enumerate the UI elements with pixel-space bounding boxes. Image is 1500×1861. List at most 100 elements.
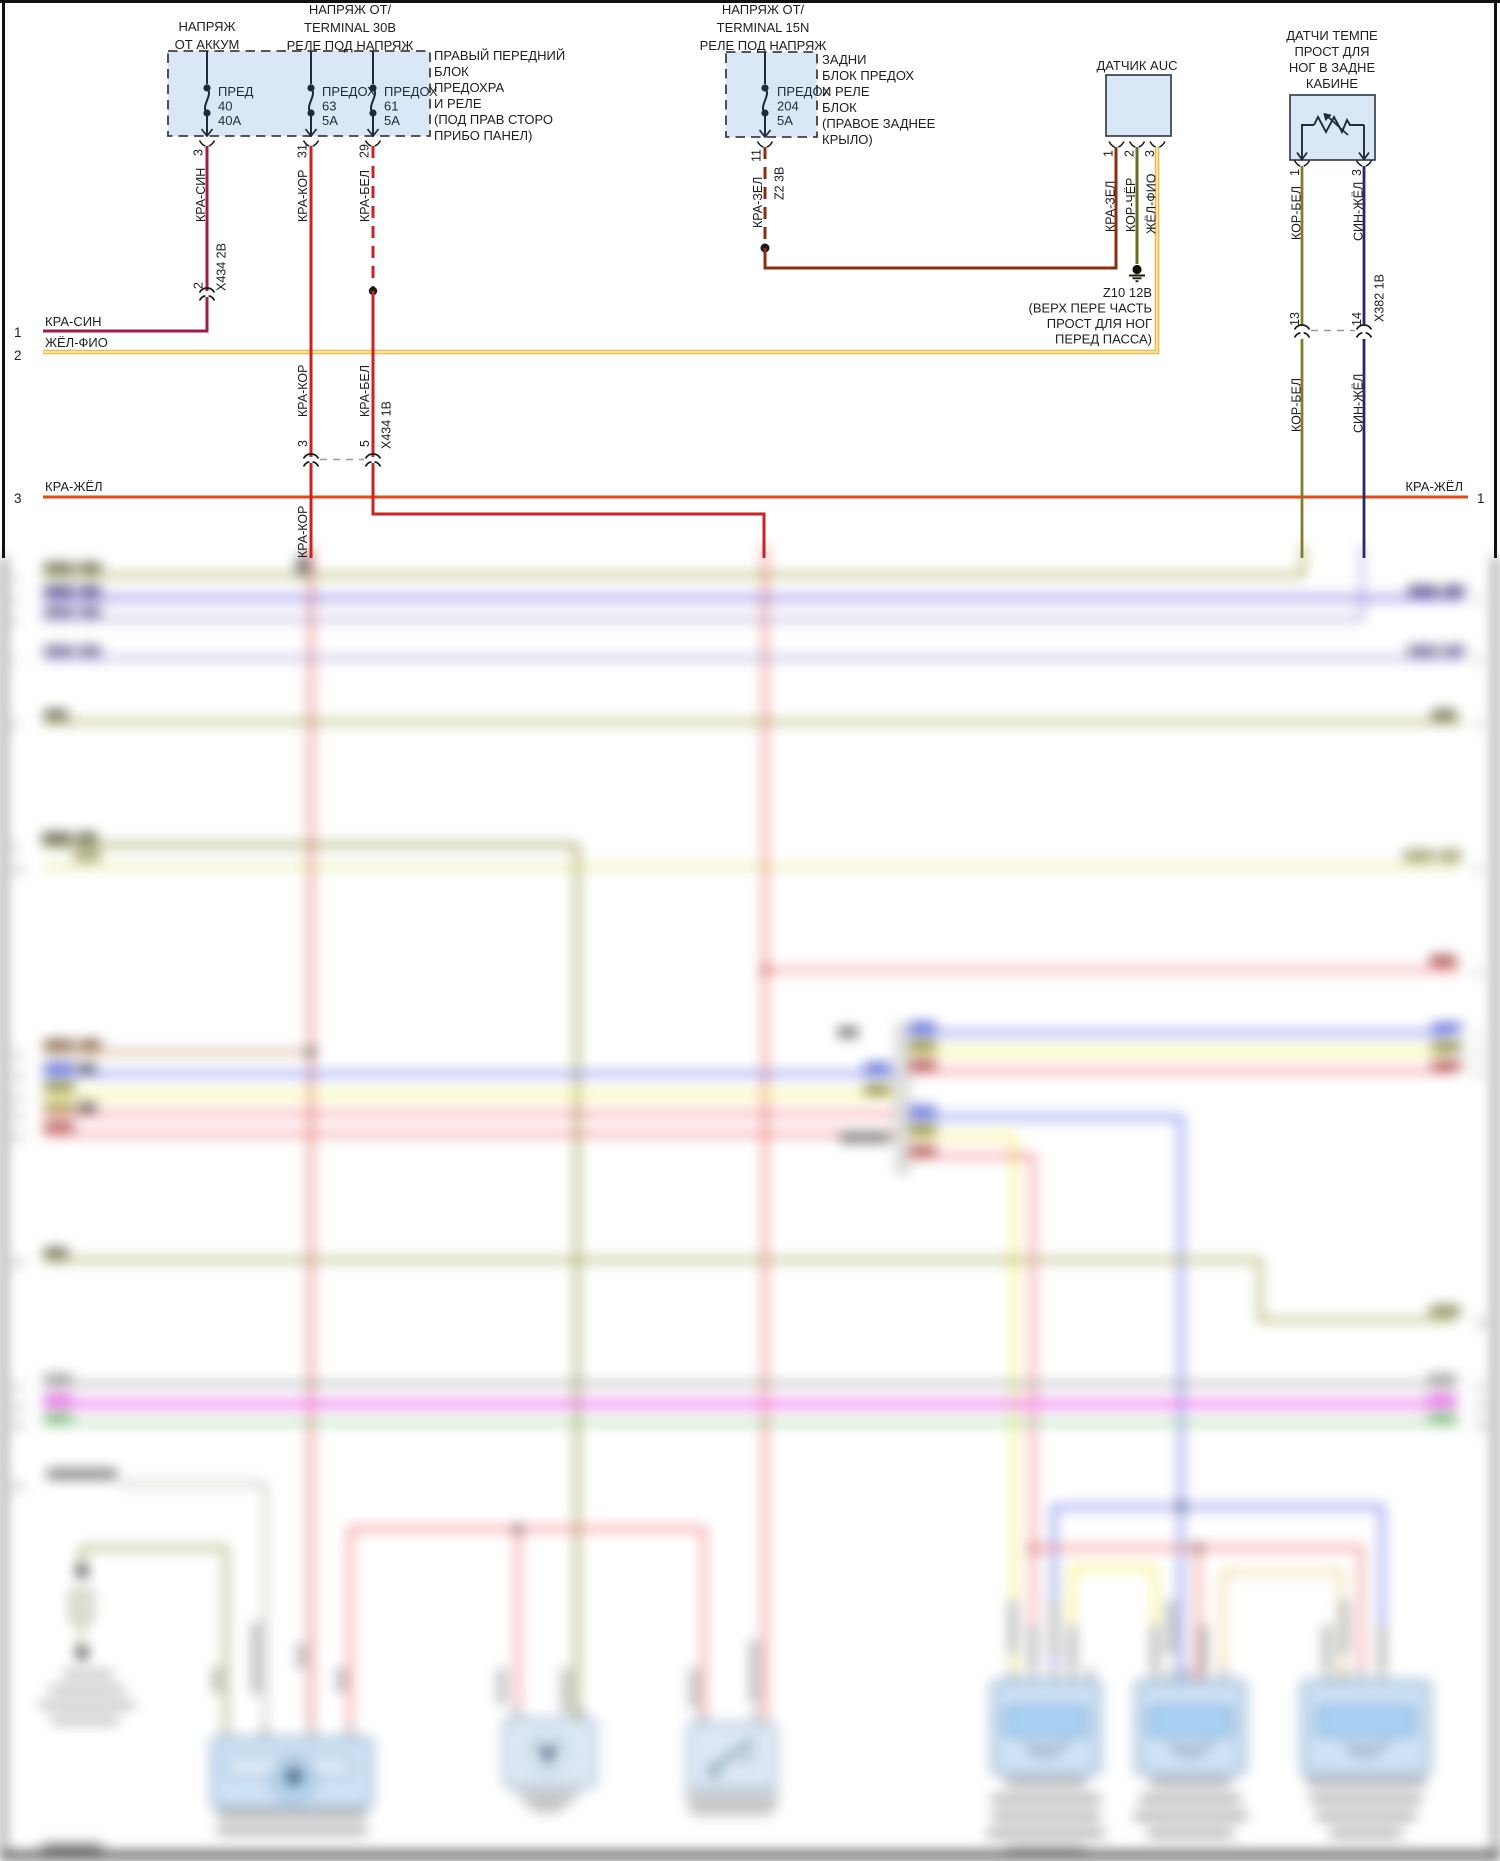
svg-text:ПРИБО ПАНЕЛ): ПРИБО ПАНЕЛ): [434, 128, 532, 143]
svg-text:29: 29: [358, 144, 372, 158]
svg-text:КРА-ЗЕЛ: КРА-ЗЕЛ: [751, 177, 765, 228]
svg-text:(ПРАВОЕ ЗАДНЕЕ: (ПРАВОЕ ЗАДНЕЕ: [822, 116, 936, 131]
svg-text:TERMINAL 15N: TERMINAL 15N: [717, 20, 810, 35]
svg-text:И РЕЛЕ: И РЕЛЕ: [822, 84, 870, 99]
svg-text:ПРАВЫЙ ПЕРЕДНИЙ: ПРАВЫЙ ПЕРЕДНИЙ: [434, 48, 565, 63]
svg-text:ЖЁЛ-ФИО: ЖЁЛ-ФИО: [45, 335, 108, 350]
svg-text:3: 3: [14, 491, 22, 506]
svg-text:КАБИНЕ: КАБИНЕ: [1306, 76, 1359, 91]
svg-text:5А: 5А: [777, 113, 793, 128]
svg-text:КРА-БЕЛ: КРА-БЕЛ: [358, 170, 372, 222]
svg-text:ПРОСТ ДЛЯ НОГ: ПРОСТ ДЛЯ НОГ: [1047, 316, 1152, 331]
svg-text:КРА-БЕЛ: КРА-БЕЛ: [358, 365, 372, 417]
svg-text:ПРЕДОХ: ПРЕДОХ: [384, 84, 438, 99]
svg-text:40: 40: [218, 99, 232, 114]
svg-text:2: 2: [14, 348, 22, 363]
svg-text:КОР-БЕЛ: КОР-БЕЛ: [1290, 378, 1304, 432]
svg-text:4: 4: [12, 574, 18, 585]
svg-text:(ПОД ПРАВ СТОРО: (ПОД ПРАВ СТОРО: [434, 112, 553, 127]
svg-text:18: 18: [12, 1402, 24, 1413]
svg-text:КРА-СИН: КРА-СИН: [45, 314, 102, 329]
svg-text:КРА-ЖЁЛ: КРА-ЖЁЛ: [45, 479, 103, 494]
svg-text:БЛОК: БЛОК: [822, 100, 857, 115]
svg-text:ДАТЧИК AUC: ДАТЧИК AUC: [1096, 58, 1177, 73]
svg-text:3: 3: [296, 440, 310, 447]
svg-text:ПРЕДОХРА: ПРЕДОХРА: [434, 80, 504, 95]
svg-text:X382 1В: X382 1В: [1373, 274, 1387, 322]
svg-text:5А: 5А: [384, 113, 400, 128]
svg-text:10: 10: [1475, 1318, 1487, 1329]
svg-text:4: 4: [1475, 720, 1481, 731]
svg-text:X434 1В: X434 1В: [380, 401, 394, 449]
svg-text:ПРЕДОХ: ПРЕДОХ: [777, 84, 831, 99]
svg-text:11: 11: [750, 149, 764, 162]
svg-text:13: 13: [1288, 312, 1302, 326]
svg-text:1: 1: [14, 325, 22, 340]
svg-text:(ВЕРХ ПЕРЕ ЧАСТЬ: (ВЕРХ ПЕРЕ ЧАСТЬ: [1029, 301, 1153, 316]
svg-text:НАПРЯЖ: НАПРЯЖ: [178, 19, 235, 34]
svg-text:БЛОК: БЛОК: [434, 64, 469, 79]
svg-text:ДАТЧИ ТЕМПЕ: ДАТЧИ ТЕМПЕ: [1286, 28, 1378, 43]
svg-text:13: 13: [12, 1093, 24, 1104]
svg-text:ЖЁЛ-ФИО: ЖЁЛ-ФИО: [1145, 173, 1159, 234]
svg-text:ПЕРЕД ПАССА): ПЕРЕД ПАССА): [1055, 332, 1152, 347]
svg-text:11: 11: [12, 1050, 23, 1061]
svg-text:19: 19: [12, 1421, 24, 1432]
svg-text:КРА-ЗЕЛ: КРА-ЗЕЛ: [1104, 181, 1118, 232]
svg-text:1: 1: [1477, 491, 1485, 506]
svg-text:13: 13: [1475, 1421, 1487, 1432]
svg-text:НАПРЯЖ ОТ/: НАПРЯЖ ОТ/: [309, 2, 392, 17]
svg-text:7: 7: [1475, 1031, 1481, 1042]
svg-text:3: 3: [1143, 150, 1157, 157]
svg-text:НОГ В ЗАДНЕ: НОГ В ЗАДНЕ: [1289, 60, 1376, 75]
svg-text:TERMINAL 30В: TERMINAL 30В: [304, 20, 396, 35]
svg-text:14: 14: [12, 1112, 24, 1123]
svg-text:8: 8: [12, 720, 18, 731]
svg-text:2: 2: [1123, 150, 1137, 157]
svg-text:Z2 3В: Z2 3В: [773, 167, 787, 200]
svg-text:9: 9: [1475, 1069, 1481, 1080]
svg-text:1: 1: [1102, 150, 1116, 157]
svg-text:10: 10: [12, 865, 24, 876]
svg-text:3: 3: [1350, 169, 1364, 176]
svg-text:15: 15: [12, 1132, 24, 1143]
svg-text:3: 3: [1475, 656, 1481, 667]
svg-text:5: 5: [12, 596, 18, 607]
svg-text:63: 63: [322, 99, 336, 114]
svg-text:2: 2: [1475, 596, 1481, 607]
svg-text:КРА-ЖЁЛ: КРА-ЖЁЛ: [1405, 479, 1463, 494]
svg-text:И РЕЛЕ: И РЕЛЕ: [434, 96, 482, 111]
svg-text:КРЫЛО): КРЫЛО): [822, 132, 873, 147]
svg-text:14: 14: [1350, 312, 1364, 326]
svg-text:16: 16: [12, 1258, 24, 1269]
svg-text:11: 11: [1475, 1382, 1486, 1393]
svg-text:204: 204: [777, 99, 799, 114]
svg-text:ПРОСТ ДЛЯ: ПРОСТ ДЛЯ: [1294, 44, 1369, 59]
svg-text:ОТ АККУМ: ОТ АККУМ: [175, 37, 240, 52]
svg-text:9: 9: [12, 843, 18, 854]
svg-text:КРА-КОР: КРА-КОР: [296, 170, 310, 222]
svg-text:ЗАДНИ: ЗАДНИ: [822, 52, 867, 67]
svg-text:КОР-БЕЛ: КОР-БЕЛ: [1290, 186, 1304, 240]
svg-text:КРА-КОР: КРА-КОР: [296, 506, 310, 558]
svg-text:СИН-ЖЁЛ: СИН-ЖЁЛ: [1352, 374, 1366, 433]
svg-text:8: 8: [1475, 1050, 1481, 1061]
svg-text:61: 61: [384, 99, 398, 114]
svg-text:КОР-ЧЁР: КОР-ЧЁР: [1124, 178, 1138, 232]
svg-text:7: 7: [12, 656, 18, 667]
svg-text:1: 1: [1288, 169, 1302, 176]
svg-text:РЕЛЕ ПОД НАПРЯЖ: РЕЛЕ ПОД НАПРЯЖ: [700, 38, 827, 53]
svg-text:6: 6: [12, 617, 18, 628]
svg-text:НАПРЯЖ ОТ/: НАПРЯЖ ОТ/: [722, 2, 805, 17]
svg-text:6: 6: [1475, 968, 1481, 979]
svg-text:40А: 40А: [218, 113, 241, 128]
svg-text:5: 5: [1475, 865, 1481, 876]
svg-text:5А: 5А: [322, 113, 338, 128]
svg-text:5: 5: [358, 440, 372, 447]
svg-text:СИН-ЖЁЛ: СИН-ЖЁЛ: [1352, 182, 1366, 241]
svg-text:ПРЕД: ПРЕД: [218, 84, 254, 99]
svg-text:X434 2В: X434 2В: [215, 243, 229, 291]
svg-text:12: 12: [12, 1072, 24, 1083]
svg-text:Z10 12В: Z10 12В: [1103, 285, 1152, 300]
svg-text:КРА-КОР: КРА-КОР: [296, 365, 310, 417]
